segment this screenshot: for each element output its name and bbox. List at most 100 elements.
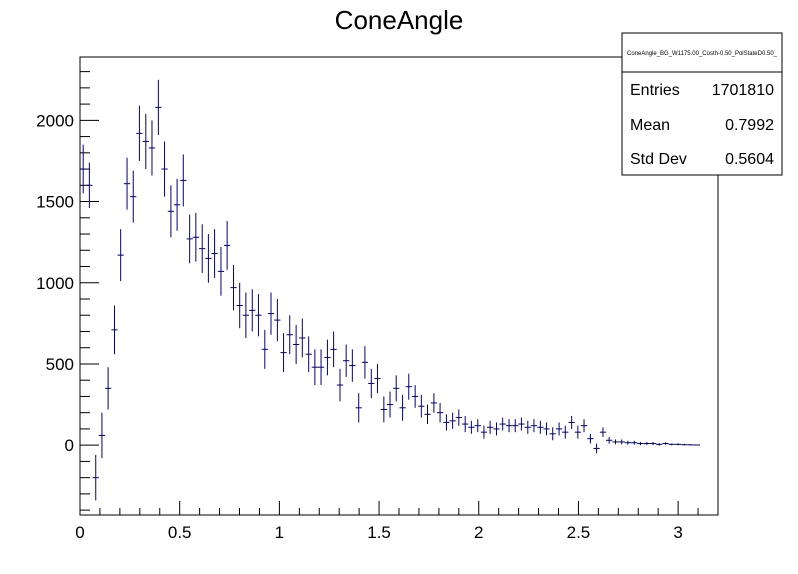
data-point <box>349 349 356 382</box>
data-point <box>455 409 462 426</box>
y-tick-label: 2000 <box>36 111 74 130</box>
data-point <box>311 349 318 386</box>
data-point <box>436 402 444 423</box>
data-point <box>317 349 325 386</box>
data-point <box>662 442 669 445</box>
data-point <box>148 120 156 176</box>
stats-histogram-name: ConeAngle_BG_W1175.00_Costh-0.50_PolStat… <box>627 51 778 57</box>
data-point <box>117 229 124 282</box>
x-tick-label: 2 <box>474 523 483 542</box>
x-tick-label: 1 <box>275 523 284 542</box>
data-point <box>474 419 481 433</box>
stats-entries-label: Entries <box>630 82 680 99</box>
data-point <box>130 170 137 223</box>
data-point <box>681 443 688 446</box>
data-point <box>430 393 438 413</box>
data-point <box>242 292 250 338</box>
stats-stddev-value: 0.5604 <box>725 151 774 168</box>
data-point <box>418 394 425 418</box>
data-point <box>111 305 118 355</box>
data-point <box>449 412 456 429</box>
data-point <box>173 178 181 231</box>
stats-mean-value: 0.7992 <box>725 117 774 134</box>
data-point <box>543 422 550 436</box>
x-tick-label: 1.5 <box>367 523 391 542</box>
data-point <box>199 224 206 274</box>
plot-frame <box>79 56 719 516</box>
x-tick-label: 0 <box>75 523 84 542</box>
stats-entries-value: 1701810 <box>712 82 774 99</box>
data-point <box>280 333 287 373</box>
data-point <box>236 282 243 329</box>
y-tick-label: 1000 <box>36 274 74 293</box>
data-point <box>656 443 663 446</box>
data-point <box>343 344 350 377</box>
data-point <box>637 441 644 446</box>
data-point <box>324 339 331 376</box>
data-point <box>205 234 212 283</box>
data-point <box>217 247 225 296</box>
data-point <box>142 113 149 170</box>
data-point <box>524 420 531 434</box>
data-point <box>374 363 381 394</box>
data-point <box>361 346 369 379</box>
data-point <box>292 324 300 364</box>
data-point <box>693 444 700 446</box>
data-point <box>587 433 594 444</box>
data-point <box>355 393 362 423</box>
data-point <box>393 375 400 402</box>
data-point <box>230 264 237 311</box>
data-point <box>249 289 256 332</box>
data-point <box>86 162 93 209</box>
data-point <box>593 443 600 454</box>
data-point <box>180 154 187 207</box>
data-point <box>649 441 657 446</box>
data-point <box>574 425 581 439</box>
stats-box: ConeAngle_BG_W1175.00_Costh-0.50_PolStat… <box>621 32 783 176</box>
stats-stddev-label: Std Dev <box>630 151 687 168</box>
data-point <box>518 417 525 431</box>
data-point <box>405 373 412 400</box>
data-point <box>386 391 394 418</box>
data-point <box>368 368 375 399</box>
data-point <box>274 298 281 342</box>
data-point <box>255 294 262 337</box>
data-point <box>305 336 312 373</box>
data-point <box>424 404 431 425</box>
data-point <box>186 214 193 264</box>
data-point <box>631 440 638 445</box>
data-point <box>98 412 106 459</box>
data-point <box>261 329 268 369</box>
data-point <box>618 439 625 445</box>
data-point <box>211 229 218 278</box>
chart-title: ConeAngle <box>335 5 464 35</box>
data-point <box>599 427 607 438</box>
y-axis: 0 500 1000 1500 2000 <box>36 71 99 511</box>
data-point <box>505 419 513 433</box>
data-point <box>380 396 387 423</box>
data-point <box>674 443 682 446</box>
stats-frame <box>621 32 783 176</box>
data-point <box>580 419 588 433</box>
data-point <box>687 444 694 446</box>
data-point <box>462 415 469 433</box>
data-point <box>286 315 293 355</box>
data-point <box>267 292 275 335</box>
x-axis: 0 0.5 1 1.5 2 2.5 3 <box>75 501 719 542</box>
data-point <box>480 425 488 439</box>
data-point <box>606 437 613 444</box>
data-point <box>136 105 143 161</box>
data-point <box>555 422 563 436</box>
x-tick-label: 3 <box>673 523 682 542</box>
data-point <box>443 414 450 431</box>
data-point <box>299 318 306 358</box>
data-point <box>155 79 162 135</box>
data-point <box>643 441 650 446</box>
data-point <box>512 419 519 433</box>
data-point <box>192 212 199 262</box>
data-point <box>399 394 406 421</box>
data-point <box>530 419 538 433</box>
stats-mean-label: Mean <box>630 117 670 134</box>
y-tick-label: 1500 <box>36 193 74 212</box>
